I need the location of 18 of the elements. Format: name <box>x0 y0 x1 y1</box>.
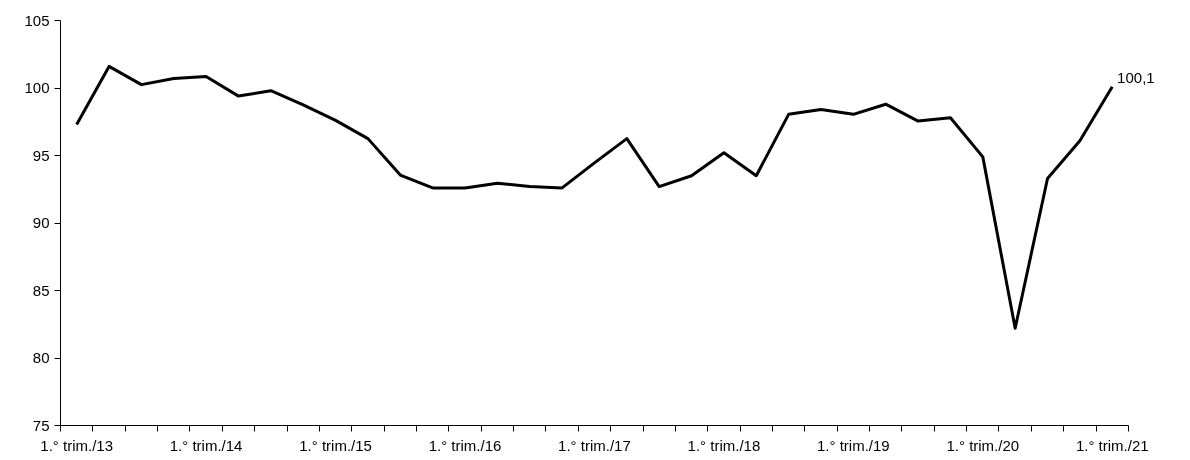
y-tick-label: 85 <box>32 281 50 299</box>
x-tick-label: 1.° trim./16 <box>428 436 502 454</box>
x-tick-label: 1.° trim./20 <box>946 436 1020 454</box>
y-tick-label: 95 <box>32 146 50 164</box>
y-tick-label: 80 <box>32 349 50 366</box>
x-tick-label: 1.° trim./13 <box>40 436 114 454</box>
y-tick-label: 100 <box>24 79 50 96</box>
x-tick-label: 1.° trim./15 <box>299 436 372 454</box>
y-tick-label: 75 <box>32 416 50 434</box>
x-tick-label: 1.° trim./18 <box>687 436 761 454</box>
y-tick-label: 105 <box>24 11 50 29</box>
x-tick-label: 1.° trim./14 <box>169 436 243 454</box>
data-label: 100,1 <box>1117 68 1155 86</box>
x-tick-label: 1.° trim./21 <box>1075 436 1149 454</box>
x-tick-label: 1.° trim./17 <box>558 436 631 454</box>
line-series <box>75 64 1114 330</box>
x-tick-label: 1.° trim./19 <box>817 436 890 454</box>
y-tick-label: 90 <box>32 214 50 231</box>
